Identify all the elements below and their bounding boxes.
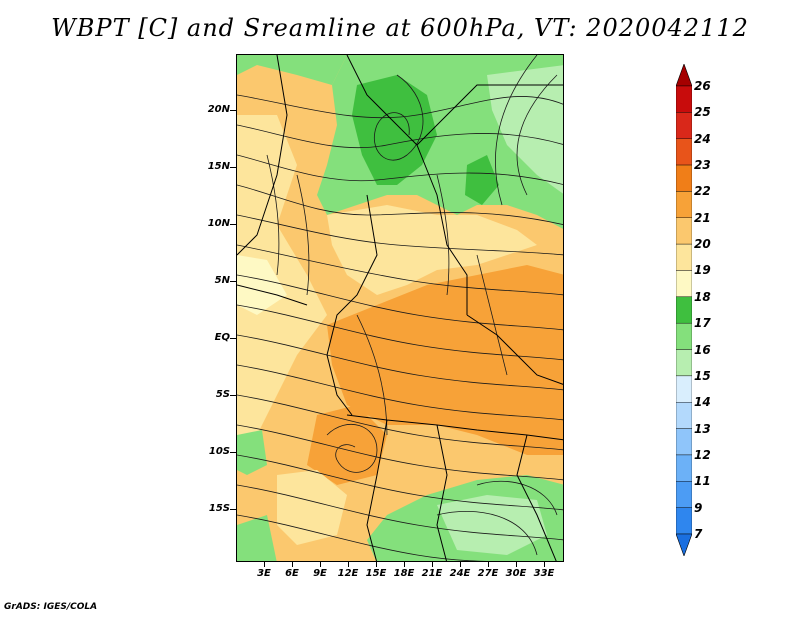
lat-tick-10n bbox=[230, 224, 236, 225]
map-panel[interactable] bbox=[236, 54, 564, 562]
colorbar-segment bbox=[676, 454, 692, 482]
wbpt-field-17-18-northeast bbox=[465, 155, 499, 205]
colorbar-segment bbox=[676, 322, 692, 350]
colorbar-top-triangle bbox=[676, 64, 692, 87]
colorbar-label: 24 bbox=[694, 131, 711, 146]
lon-tick-24e bbox=[460, 562, 461, 567]
colorbar-segments bbox=[676, 64, 692, 556]
wbpt-field-19-20-central bbox=[327, 205, 537, 295]
wbpt-field-17-18-north bbox=[352, 75, 437, 185]
lat-tick-10s bbox=[230, 452, 236, 453]
lat-label-20n: 20N bbox=[207, 104, 230, 115]
lon-label-9e: 9E bbox=[313, 568, 327, 579]
colorbar-label: 23 bbox=[694, 158, 711, 173]
colorbar-segment bbox=[676, 138, 692, 166]
colorbar-segment bbox=[676, 85, 692, 113]
lat-tick-15s bbox=[230, 509, 236, 510]
lon-tick-3e bbox=[264, 562, 265, 567]
colorbar-label: 22 bbox=[694, 184, 711, 199]
lon-tick-12e bbox=[348, 562, 349, 567]
colorbar-segment bbox=[676, 481, 692, 508]
colorbar-segment bbox=[676, 507, 692, 535]
lat-tick-5s bbox=[230, 395, 236, 396]
lat-label-10s: 10S bbox=[208, 446, 230, 457]
colorbar-bottom-triangle bbox=[676, 533, 692, 556]
wbpt-field-16-17-southwest bbox=[237, 515, 277, 561]
lat-tick-5n bbox=[230, 281, 236, 282]
colorbar-segment bbox=[676, 191, 692, 218]
lat-label-eq: EQ bbox=[214, 332, 230, 343]
wbpt-field-19-20-west bbox=[237, 115, 327, 435]
colorbar-segment bbox=[676, 428, 692, 456]
lon-tick-27e bbox=[488, 562, 489, 567]
lon-label-6e: 6E bbox=[285, 568, 299, 579]
colorbar-segment bbox=[676, 270, 692, 298]
colorbar-label: 7 bbox=[694, 527, 703, 541]
lat-tick-15n bbox=[230, 167, 236, 168]
colorbar-segment bbox=[676, 164, 692, 192]
streamlines bbox=[237, 55, 563, 561]
colorbar-label: 26 bbox=[694, 79, 711, 93]
lon-tick-33e bbox=[544, 562, 545, 567]
wbpt-field-21-22-core bbox=[327, 265, 563, 455]
lat-label-5s: 5S bbox=[215, 389, 230, 400]
lon-tick-15e bbox=[376, 562, 377, 567]
lat-tick-eq bbox=[230, 338, 236, 339]
colorbar-label: 19 bbox=[694, 263, 711, 278]
colorbar bbox=[676, 64, 692, 556]
colorbar-label: 14 bbox=[694, 395, 711, 410]
colorbar-label: 15 bbox=[694, 368, 711, 383]
lon-label-24e: 24E bbox=[449, 568, 471, 579]
grads-credit: GrADS: IGES/COLA bbox=[4, 602, 98, 612]
colorbar-segment bbox=[676, 217, 692, 245]
lon-label-18e: 18E bbox=[393, 568, 415, 579]
lon-label-15e: 15E bbox=[365, 568, 387, 579]
wbpt-streamline-map bbox=[237, 55, 563, 561]
colorbar-label: 25 bbox=[694, 105, 711, 120]
lon-label-30e: 30E bbox=[505, 568, 527, 579]
lon-tick-6e bbox=[292, 562, 293, 567]
lon-tick-30e bbox=[516, 562, 517, 567]
colorbar-segment bbox=[676, 243, 692, 271]
lon-tick-18e bbox=[404, 562, 405, 567]
lon-label-3e: 3E bbox=[257, 568, 271, 579]
lat-label-15s: 15S bbox=[208, 503, 230, 514]
colorbar-label: 18 bbox=[694, 289, 711, 304]
colorbar-label: 21 bbox=[694, 210, 711, 225]
map-title: WBPT [C] and Sreamline at 600hPa, VT: 20… bbox=[51, 14, 749, 42]
colorbar-label: 13 bbox=[694, 421, 711, 436]
colorbar-label: 20 bbox=[694, 237, 711, 252]
colorbar-label: 11 bbox=[694, 474, 711, 489]
colorbar-segment bbox=[676, 375, 692, 403]
colorbar-label: 9 bbox=[694, 500, 703, 515]
colorbar-segment bbox=[676, 296, 692, 324]
lon-label-21e: 21E bbox=[421, 568, 443, 579]
colorbar-label: 12 bbox=[694, 447, 711, 462]
colorbar-segment bbox=[676, 349, 692, 377]
wbpt-field-19-20-southwest bbox=[277, 470, 347, 545]
lon-label-33e: 33E bbox=[533, 568, 555, 579]
wbpt-field-16-17-northwest bbox=[237, 55, 347, 85]
wbpt-field-16-17-west bbox=[237, 430, 267, 475]
colorbar-label: 17 bbox=[694, 316, 711, 331]
lat-tick-20n bbox=[230, 110, 236, 111]
lat-label-15n: 15N bbox=[207, 161, 230, 172]
wbpt-field-18-19-west bbox=[237, 255, 287, 315]
lon-tick-9e bbox=[320, 562, 321, 567]
country-boundaries bbox=[237, 55, 563, 561]
wbpt-field-15-16-south bbox=[437, 495, 547, 555]
colorbar-label: 16 bbox=[694, 342, 711, 357]
lat-label-10n: 10N bbox=[207, 218, 230, 229]
lon-label-12e: 12E bbox=[337, 568, 359, 579]
colorbar-segment bbox=[676, 402, 692, 429]
colorbar-segment bbox=[676, 112, 692, 139]
lat-label-5n: 5N bbox=[214, 275, 230, 286]
lon-tick-21e bbox=[432, 562, 433, 567]
lon-label-27e: 27E bbox=[477, 568, 499, 579]
